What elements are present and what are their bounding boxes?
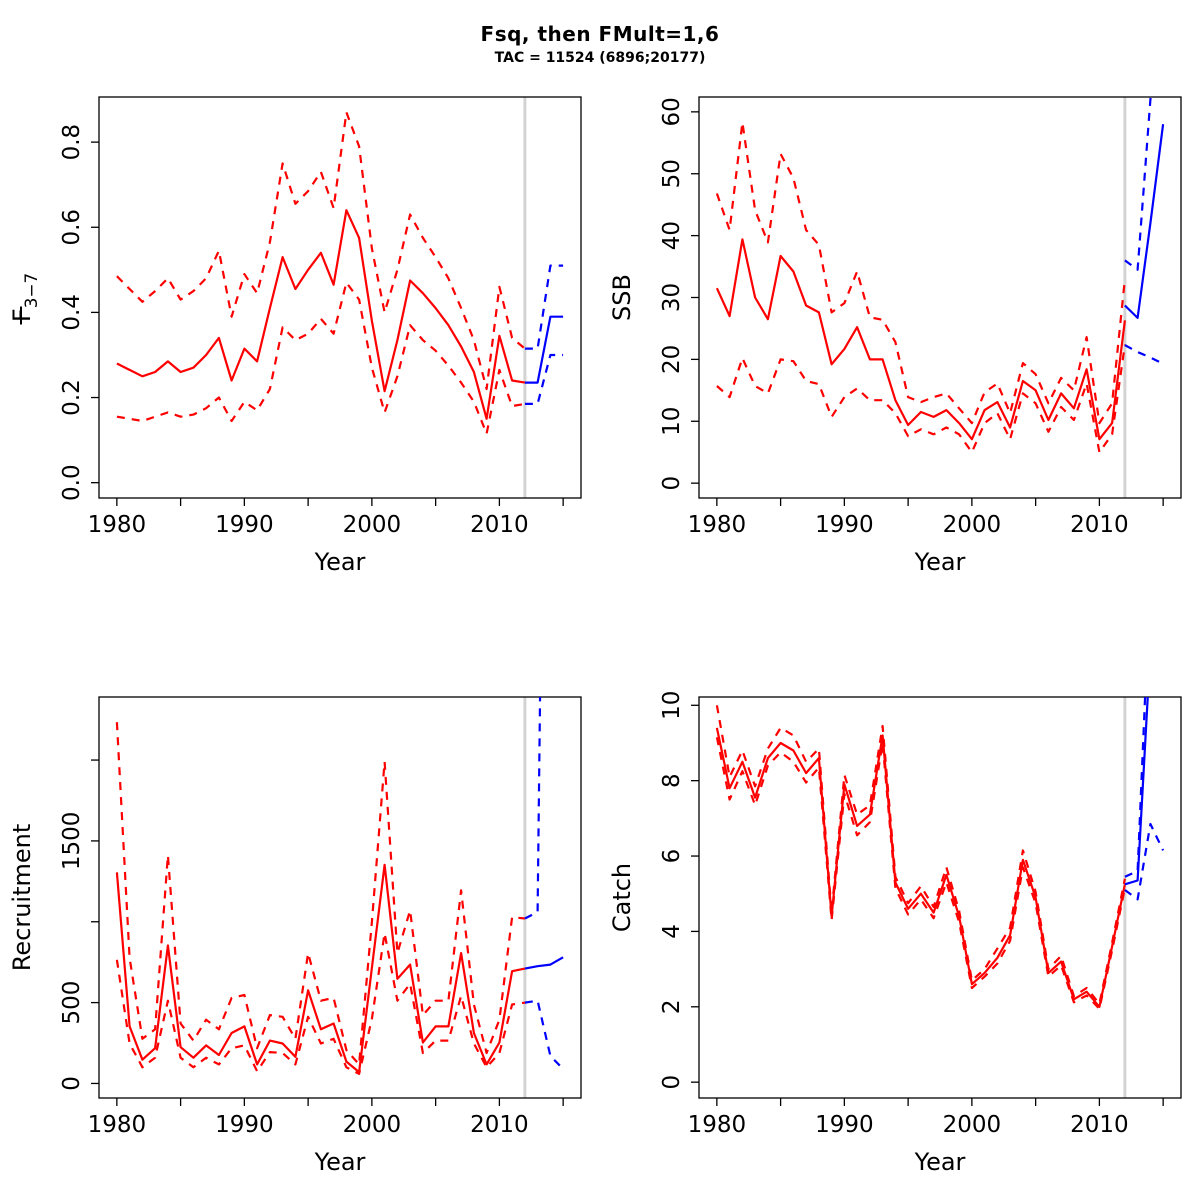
proj-median-line [1124,124,1165,319]
y-tick-label: 0.0 [59,464,85,501]
x-axis-title: Year [914,548,966,576]
y-axis-title: Catch [608,863,636,932]
proj-median-line [524,956,564,970]
x-tick-label: 1990 [215,1112,274,1138]
hist-upper-ci-line [715,121,1126,425]
panel-fbar-chart: 1980 1990 2000 2010 0.0 0.2 0.4 0.6 0.8 Year F3−7 [0,0,600,600]
proj-lower-ci-line [524,999,564,1070]
y-tick-label: 30 [659,283,685,312]
series-group-recruitment [115,697,564,1075]
x-tick-label: 1980 [688,1112,747,1138]
hist-lower-ci-line [116,281,526,435]
x-tick-label: 2010 [1070,1112,1129,1138]
proj-lower-ci-line [1124,344,1164,365]
x-tick-label: 2010 [470,1112,529,1138]
x-tick-label: 1980 [88,1112,147,1138]
x-tick-label: 2010 [470,512,529,538]
figure-title: Fsq, then FMult=1,6 [480,22,720,46]
panel-recruitment-chart: 1980 1990 2000 2010 0 500 1500 Year Recruitment [0,600,600,1200]
hist-upper-ci-line [116,111,526,391]
hist-median-line [715,727,1126,1008]
y-tick-label: 500 [59,981,85,1025]
x-tick-label: 1980 [88,512,147,538]
series-group-catch [715,697,1165,1010]
y-tick-label: 10 [659,407,685,436]
hist-lower-ci-line [715,737,1126,1010]
proj-lower-ci-line [1124,822,1165,901]
panel-catch-chart: 1980 1990 2000 2010 0 2 4 6 8 10 Year Catch [600,600,1200,1200]
x-tick-label: 1980 [688,512,747,538]
hist-lower-ci-line [115,932,526,1075]
proj-median-line [524,315,564,384]
hist-upper-ci-line [115,722,526,1066]
y-tick-label: 0.4 [59,294,85,331]
y-tick-label: 20 [659,345,685,374]
proj-upper-ci-line [1124,97,1152,271]
x-tick-label: 2000 [943,512,1002,538]
figure-subtitle: TAC = 11524 (6896;20177) [494,50,706,66]
hist-median-line [116,209,526,420]
y-tick-label: 0 [659,1075,685,1090]
plot-box-fbar [98,96,582,499]
plot-box-recruitment [98,696,582,1099]
proj-lower-ci-line [524,353,564,405]
x-axis-title: Year [914,1148,966,1176]
hist-median-line [715,238,1126,441]
y-tick-label: 6 [659,849,685,864]
y-tick-label: 40 [659,221,685,250]
y-axis-title: Recruitment [8,824,36,971]
y-axis-title: F3−7 [8,273,41,322]
x-axis-title: Year [314,548,366,576]
y-tick-label: 0 [659,476,685,491]
y-tick-label: 0.6 [59,209,85,246]
y-axis-title: SSB [608,274,636,321]
y-tick-label: 0.8 [59,124,85,161]
proj-upper-ci-line [524,264,564,350]
x-axis-title: Year [314,1148,366,1176]
y-tick-label: 8 [659,773,685,788]
y-tick-label: 2 [659,999,685,1014]
plot-box-catch [698,696,1182,1099]
x-tick-label: 2010 [1070,512,1129,538]
y-tick-label: 0 [59,1076,85,1091]
y-tick-label: 1500 [59,812,85,871]
x-tick-label: 2000 [343,512,402,538]
y-tick-label: 0.2 [59,379,85,416]
x-tick-label: 1990 [815,1112,874,1138]
proj-upper-ci-line [1124,697,1147,878]
x-tick-label: 2000 [943,1112,1002,1138]
x-tick-label: 1990 [815,512,874,538]
y-tick-label: 4 [659,924,685,939]
title-block: Fsq, then FMult=1,6 TAC = 11524 (6896;20… [0,0,1200,66]
y-tick-label: 60 [659,97,685,126]
proj-median-line [1124,697,1149,886]
hist-upper-ci-line [715,705,1126,1005]
y-tick-label: 10 [659,691,685,720]
x-tick-label: 1990 [215,512,274,538]
series-group-fbar [116,111,564,435]
y-tick-label: 50 [659,159,685,188]
hist-lower-ci-line [716,344,1126,454]
hist-median-line [115,863,526,1074]
x-tick-label: 2000 [343,1112,402,1138]
proj-upper-ci-line [524,697,542,920]
panel-ssb-chart: 1980 1990 2000 2010 0 10 20 30 40 50 60 Year SSB [600,0,1200,600]
series-group-ssb [715,97,1165,454]
